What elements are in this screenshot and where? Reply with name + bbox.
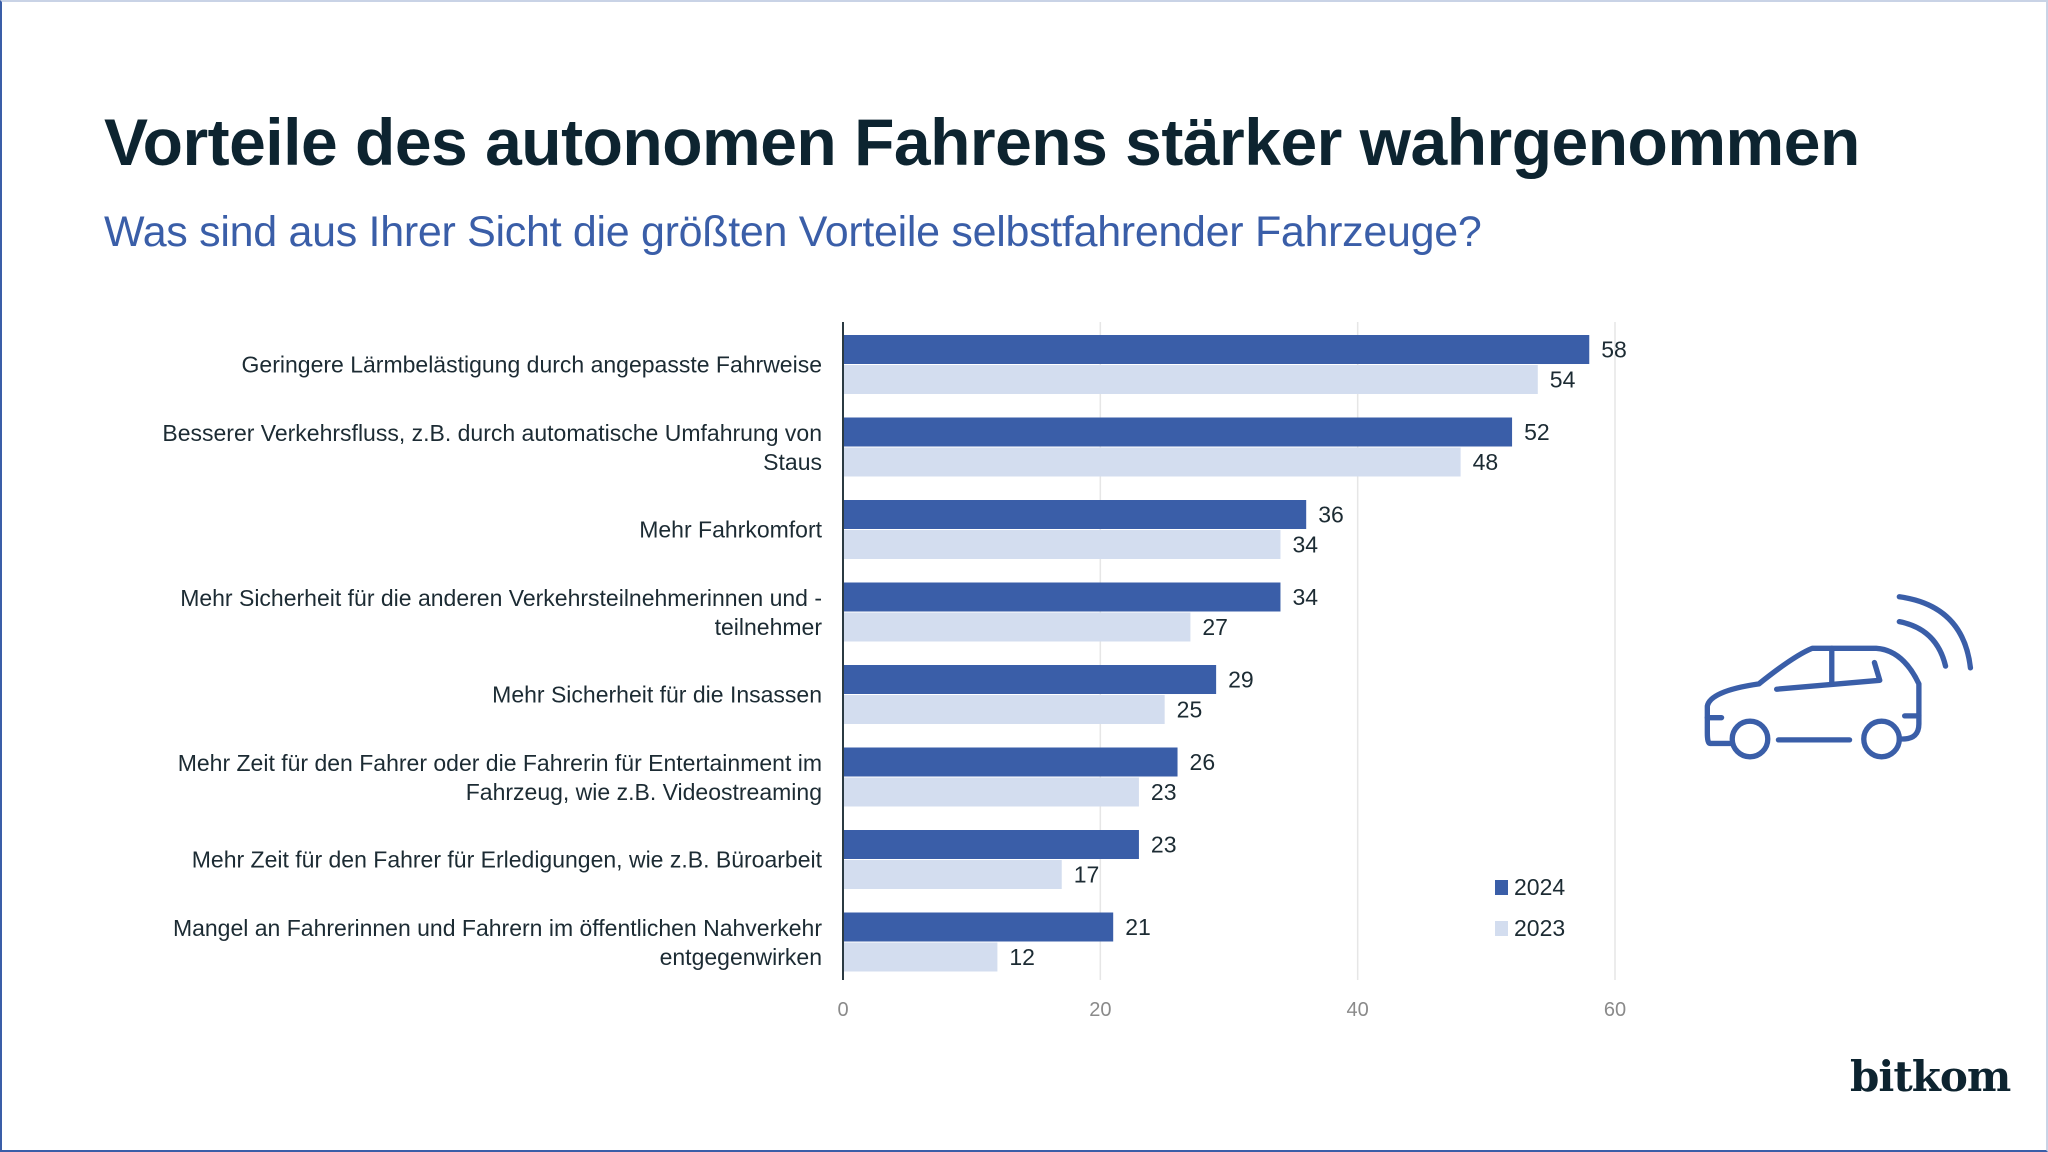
bar-2023-4	[843, 695, 1165, 724]
category-label: entgegenwirken	[660, 944, 822, 970]
category-label: Fahrzeug, wie z.B. Videostreaming	[466, 779, 822, 805]
legend-swatch-2024	[1495, 880, 1508, 895]
bar-2023-0	[843, 365, 1538, 394]
legend-label-2023: 2023	[1514, 915, 1565, 941]
autonomous-car-icon	[1704, 594, 1974, 760]
legend-swatch-2023	[1495, 921, 1508, 936]
data-label: 52	[1524, 419, 1550, 445]
x-tick-label: 40	[1347, 999, 1369, 1021]
data-label: 25	[1177, 697, 1203, 723]
bar-2024-3	[843, 582, 1281, 612]
x-tick-label: 20	[1089, 999, 1111, 1021]
category-label: Staus	[763, 449, 822, 475]
x-tick-label: 0	[837, 999, 848, 1021]
bar-2023-6	[843, 860, 1062, 889]
data-label: 34	[1292, 532, 1318, 558]
bar-2024-0	[843, 335, 1590, 364]
category-label: Besserer Verkehrsfluss, z.B. durch autom…	[162, 420, 822, 446]
category-label: Mehr Zeit für den Fahrer oder die Fahrer…	[178, 750, 822, 776]
bitkom-logo: bitkom	[1850, 1052, 2011, 1101]
data-label: 48	[1473, 449, 1499, 475]
category-label: Mehr Sicherheit für die anderen Verkehrs…	[180, 585, 822, 611]
category-label: Mehr Zeit für den Fahrer für Erledigunge…	[192, 847, 823, 873]
category-label: Mangel an Fahrerinnen und Fahrern im öff…	[173, 915, 822, 941]
data-label: 23	[1151, 779, 1177, 805]
x-tick-label: 60	[1604, 999, 1626, 1021]
category-label: Mehr Fahrkomfort	[639, 517, 822, 543]
data-label: 36	[1318, 502, 1344, 528]
data-label: 21	[1125, 914, 1151, 940]
data-label: 23	[1151, 832, 1177, 858]
bar-2023-5	[843, 777, 1139, 807]
bar-2023-7	[843, 942, 998, 972]
data-label: 26	[1190, 749, 1216, 775]
bar-2023-2	[843, 530, 1281, 559]
data-label: 58	[1601, 337, 1627, 363]
chart-subtitle: Was sind aus Ihrer Sicht die größten Vor…	[104, 208, 1482, 256]
category-label: Geringere Lärmbelästigung durch angepass…	[242, 352, 822, 378]
data-label: 54	[1550, 367, 1576, 393]
data-label: 29	[1228, 667, 1254, 693]
bar-2024-7	[843, 912, 1114, 942]
bar-2023-1	[843, 447, 1461, 477]
category-label: Mehr Sicherheit für die Insassen	[492, 682, 822, 708]
bar-2024-2	[843, 500, 1307, 529]
bar-2024-1	[843, 417, 1513, 447]
category-label: teilnehmer	[715, 614, 823, 640]
chart-title: Vorteile des autonomen Fahrens stärker w…	[104, 105, 1860, 179]
data-label: 17	[1074, 862, 1100, 888]
data-label: 27	[1202, 614, 1228, 640]
bar-2024-6	[843, 830, 1139, 859]
legend-label-2024: 2024	[1514, 874, 1565, 900]
data-label: 34	[1292, 584, 1318, 610]
bar-2023-3	[843, 612, 1191, 642]
bar-2024-4	[843, 665, 1217, 694]
bar-2024-5	[843, 747, 1178, 777]
data-label: 12	[1009, 944, 1035, 970]
